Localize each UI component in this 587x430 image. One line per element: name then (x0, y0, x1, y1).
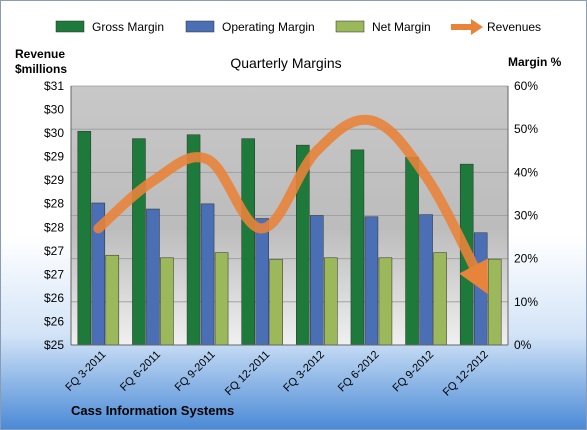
bar-operating-margin (200, 203, 215, 346)
left-axis-title-line2: $millions (15, 62, 67, 76)
left-axis-tick-label: $26 (44, 291, 64, 305)
legend-label: Revenues (487, 20, 541, 34)
right-axis-tick-label: 30% (514, 209, 538, 223)
x-axis-tick-label: FQ 9-2011 (173, 349, 218, 394)
left-axis-tick-label: $27 (44, 267, 64, 281)
right-axis-tick-label: 10% (514, 295, 538, 309)
bar-operating-margin (146, 208, 160, 346)
bar-gross-margin (350, 149, 365, 346)
legend-label: Net Margin (372, 20, 431, 34)
revenues-line (93, 114, 489, 295)
right-axis-tick-label: 50% (514, 122, 538, 136)
right-axis-title: Margin % (508, 55, 562, 69)
legend-swatch-gross-margin (55, 20, 85, 33)
bar-operating-margin (473, 232, 488, 346)
bar-net-margin (105, 254, 120, 346)
bar-net-margin (378, 257, 393, 346)
left-axis-tick-label: $26 (44, 314, 64, 328)
legend-label: Operating Margin (222, 20, 315, 34)
x-axis-tick-label: FQ 12-2011 (223, 349, 272, 398)
bar-operating-margin (310, 215, 324, 346)
bar-gross-margin (132, 138, 146, 346)
right-axis-tick-label: 60% (514, 79, 538, 93)
x-axis-tick-label: FQ 9-2012 (391, 349, 437, 395)
bar-gross-margin (77, 131, 92, 346)
left-axis-tick-label: $27 (44, 244, 64, 258)
bar-gross-margin (186, 134, 201, 346)
x-axis-tick-label: FQ 6-2012 (336, 349, 382, 395)
right-axis-tick-label: 20% (514, 252, 538, 266)
bar-operating-margin (419, 214, 433, 346)
legend-swatch-net-margin (335, 20, 365, 33)
left-axis-tick-label: $28 (44, 197, 64, 211)
chart-title: Quarterly Margins (230, 55, 341, 71)
bar-operating-margin (364, 216, 379, 346)
left-axis-title-line1: Revenue (15, 47, 65, 61)
bar-net-margin (269, 259, 283, 346)
legend-label: Gross Margin (92, 20, 164, 34)
left-axis-tick-label: $30 (44, 126, 64, 140)
legend-arrow-icon (471, 19, 483, 35)
x-axis-tick-label: FQ 3-2012 (281, 349, 327, 395)
left-axis-tick-label: $29 (44, 150, 64, 164)
bar-gross-margin (241, 138, 255, 346)
left-axis-tick-label: $31 (44, 79, 64, 93)
bar-net-margin (487, 258, 502, 346)
bar-net-margin (214, 252, 229, 346)
bar-net-margin (433, 252, 447, 346)
right-axis-tick-label: 0% (514, 338, 532, 352)
bar-net-margin (324, 257, 338, 346)
left-axis-tick-label: $28 (44, 220, 64, 234)
x-axis-tick-label: FQ 6-2011 (118, 349, 163, 394)
bar-operating-margin (255, 218, 269, 346)
right-axis-tick-label: 40% (514, 165, 538, 179)
bar-net-margin (160, 257, 174, 346)
legend-swatch-operating-margin (185, 20, 215, 33)
left-axis-tick-label: $25 (44, 338, 64, 352)
footer-company-name: Cass Information Systems (71, 403, 234, 418)
left-axis-tick-label: $29 (44, 173, 64, 187)
left-axis-tick-label: $30 (44, 103, 64, 117)
x-axis-tick-label: FQ 3-2011 (63, 349, 108, 394)
bar-gross-margin (405, 156, 419, 346)
x-axis-tick-label: FQ 12-2012 (441, 349, 491, 399)
